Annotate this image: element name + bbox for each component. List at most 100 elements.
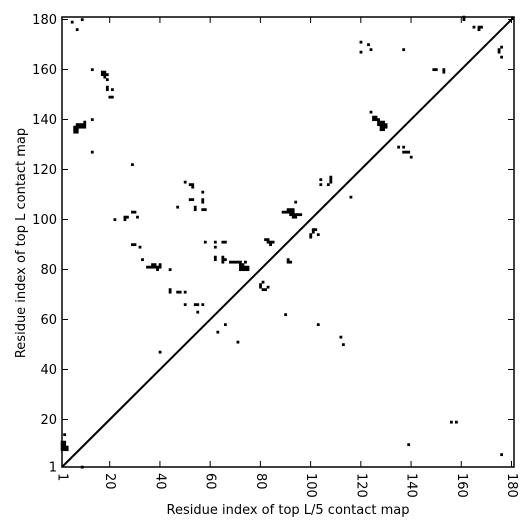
contact-point [432, 68, 436, 72]
contact-point [244, 260, 247, 264]
contact-point [266, 285, 270, 289]
contact-point [168, 290, 172, 294]
contact-point [374, 115, 378, 119]
contact-point [63, 440, 67, 444]
contact-point [105, 73, 109, 77]
contact-point [223, 323, 227, 327]
contact-point [213, 245, 217, 249]
contact-point [168, 268, 172, 272]
contact-point [239, 265, 242, 269]
contact-point [78, 123, 82, 127]
contact-point [404, 150, 408, 154]
contact-point [126, 215, 129, 219]
contact-point [407, 150, 411, 154]
contact-point [477, 25, 481, 29]
contact-point [196, 303, 200, 307]
contact-point [239, 260, 242, 264]
contact-point [314, 228, 318, 232]
contact-point [379, 123, 383, 127]
contact-point [286, 208, 290, 212]
contact-point [329, 178, 333, 182]
contact-point [83, 125, 87, 129]
contact-point [377, 118, 380, 122]
contact-point [65, 448, 69, 452]
contact-point [311, 230, 315, 234]
x-tick-label: 160 [454, 473, 469, 498]
contact-point [382, 123, 385, 127]
contact-point [136, 215, 139, 219]
contact-point [291, 210, 295, 214]
contact-point [213, 240, 217, 244]
contact-point [75, 123, 79, 127]
contact-point [379, 125, 383, 129]
contact-point [284, 210, 288, 214]
contact-point [241, 265, 245, 269]
contact-point [103, 73, 107, 77]
contact-point [269, 243, 272, 247]
contact-point [83, 123, 87, 127]
contact-point [131, 243, 134, 247]
contact-point [63, 443, 67, 447]
contact-point [73, 128, 77, 132]
contact-point [372, 118, 375, 122]
contact-point [70, 20, 74, 24]
contact-point [379, 120, 383, 124]
contact-point [339, 335, 343, 339]
contact-point [201, 208, 205, 212]
contact-point [63, 433, 67, 437]
x-tick-label: 60 [203, 473, 218, 490]
contact-point [397, 145, 401, 149]
contact-point [158, 265, 162, 269]
contact-point [377, 120, 380, 124]
x-tick-label: 40 [152, 473, 167, 490]
x-tick-label: 180 [504, 473, 519, 498]
contact-point [246, 268, 250, 272]
x-tick-label: 120 [353, 473, 368, 498]
x-tick-label: 1 [55, 473, 70, 481]
contact-point [223, 240, 227, 244]
contact-point [500, 45, 503, 49]
contact-point [105, 85, 109, 89]
contact-point [110, 95, 114, 99]
contact-point [221, 240, 225, 244]
contact-point [269, 240, 272, 244]
contact-point [246, 265, 250, 269]
contact-points [60, 15, 503, 469]
y-axis-label: Residue index of top L contact map [14, 128, 29, 358]
contact-point [90, 68, 94, 72]
contact-point [261, 280, 265, 284]
contact-point [454, 420, 458, 424]
contact-point [153, 263, 157, 267]
x-tick-label: 80 [253, 473, 268, 490]
contact-point [100, 70, 104, 74]
contact-point [369, 48, 373, 52]
contact-point [402, 48, 406, 52]
contact-point [266, 240, 270, 244]
contact-point [374, 118, 378, 122]
contact-point [309, 233, 313, 237]
contact-point [123, 218, 127, 222]
contact-point [500, 453, 503, 457]
contact-point [131, 163, 134, 167]
contact-point [83, 120, 87, 124]
contact-point [73, 130, 77, 134]
contact-point [193, 205, 197, 209]
contact-point [228, 260, 232, 264]
contact-point [236, 260, 240, 264]
contact-point [289, 260, 293, 264]
contact-point [151, 265, 154, 269]
contact-point [75, 128, 79, 132]
contact-point [151, 263, 154, 267]
contact-point [329, 175, 333, 179]
contact-point [289, 210, 293, 214]
contact-point [449, 420, 453, 424]
contact-point [382, 120, 385, 124]
contact-point [100, 73, 104, 77]
contact-point [176, 290, 180, 294]
diagonal-line [61, 16, 515, 468]
contact-point [156, 268, 159, 272]
contact-point [216, 330, 220, 334]
contact-point [75, 125, 79, 129]
contact-point [384, 125, 388, 129]
